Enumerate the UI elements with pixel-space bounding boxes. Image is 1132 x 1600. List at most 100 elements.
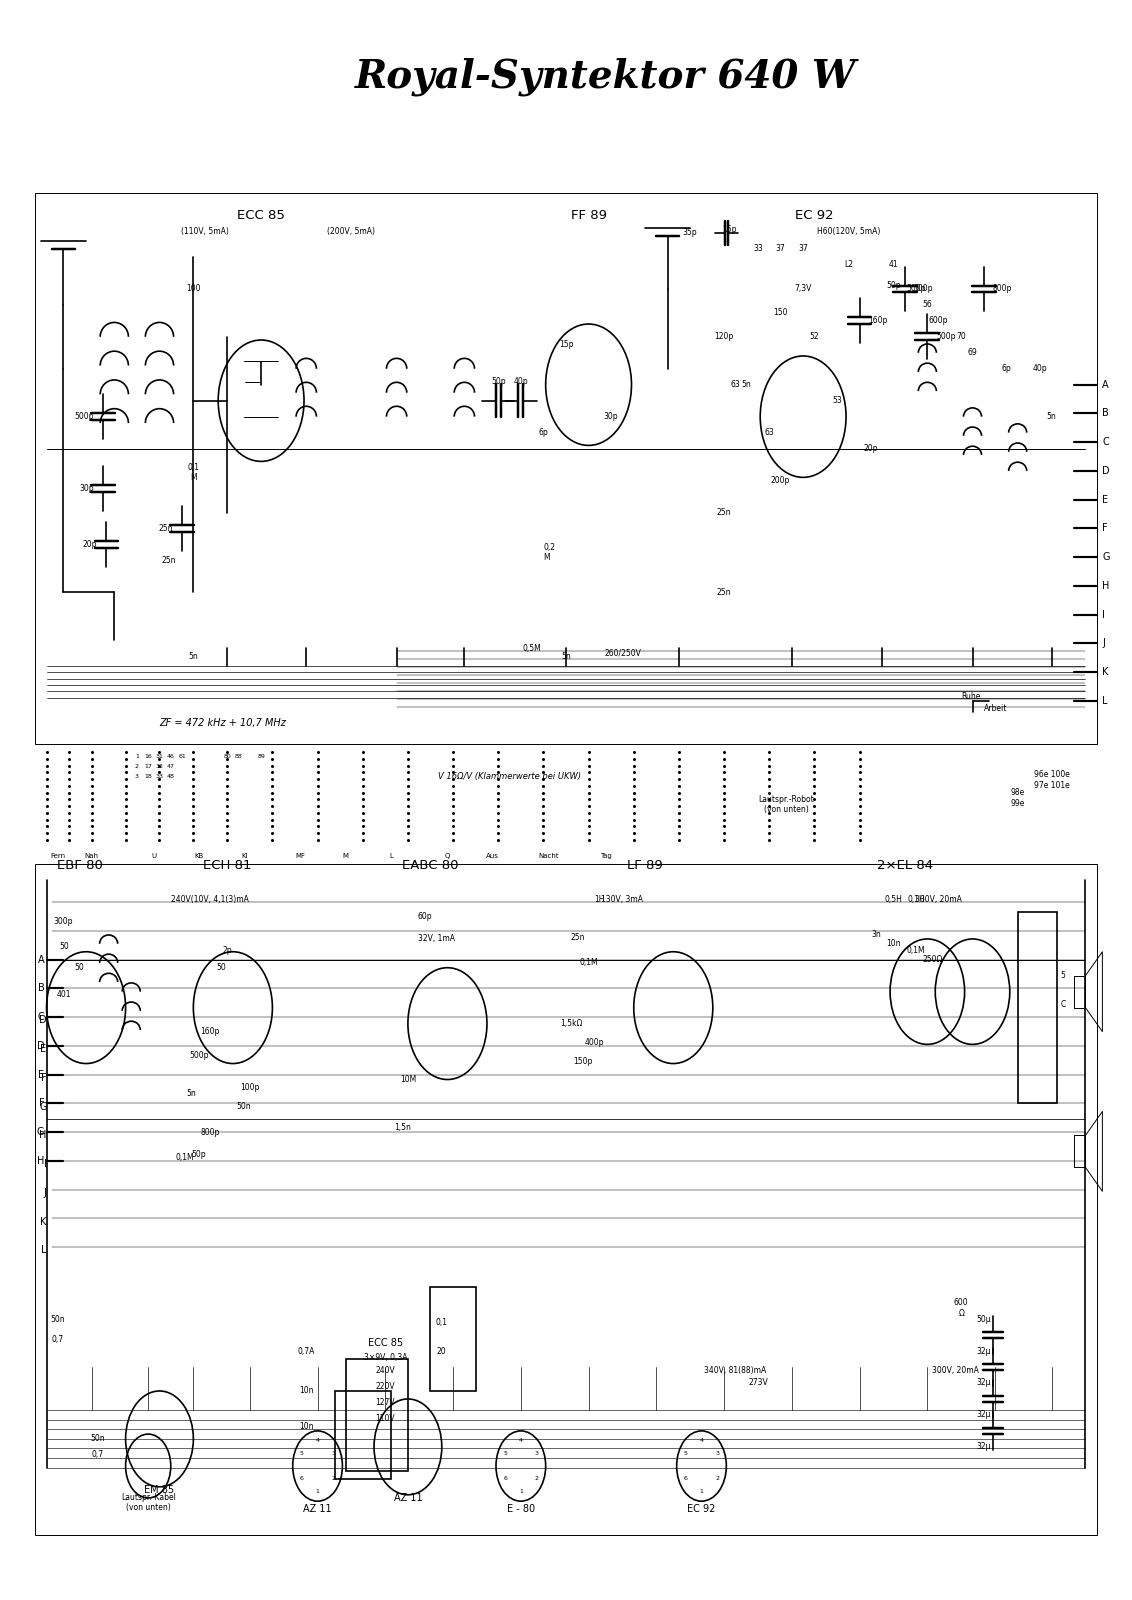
Text: G: G	[37, 1128, 44, 1138]
Bar	[430, 1286, 475, 1390]
Bar	[1018, 912, 1057, 1104]
Text: 25n: 25n	[571, 933, 584, 942]
Text: L: L	[389, 853, 393, 859]
Text: 80: 80	[223, 754, 231, 760]
Text: 160p: 160p	[868, 317, 887, 325]
Text: 6: 6	[684, 1477, 688, 1482]
Text: G: G	[1103, 552, 1109, 562]
Text: Tag: Tag	[600, 853, 611, 859]
Text: 1: 1	[518, 1490, 523, 1494]
Text: 6: 6	[300, 1477, 303, 1482]
Text: 53: 53	[832, 397, 842, 405]
Text: 1: 1	[135, 754, 139, 760]
Text: 120p: 120p	[714, 333, 734, 341]
Text: 250Ω: 250Ω	[923, 955, 943, 965]
Text: 10n: 10n	[299, 1422, 314, 1430]
Text: 2: 2	[534, 1477, 539, 1482]
Text: F: F	[1103, 523, 1108, 533]
Text: 2: 2	[332, 1477, 335, 1482]
Text: 37: 37	[798, 245, 808, 253]
Text: 150: 150	[773, 309, 788, 317]
Text: KI: KI	[241, 853, 248, 859]
Text: AZ 11: AZ 11	[303, 1504, 332, 1514]
Text: 3: 3	[715, 1451, 719, 1456]
Text: 2×EL 84: 2×EL 84	[876, 859, 933, 872]
Text: U: U	[152, 853, 156, 859]
Text: 31: 31	[155, 754, 163, 760]
Text: L: L	[41, 1245, 46, 1256]
Text: 1: 1	[700, 1490, 703, 1494]
Text: Nacht: Nacht	[539, 853, 559, 859]
Bar	[335, 1390, 391, 1478]
Text: 98e: 98e	[1011, 787, 1024, 797]
Text: Aus: Aus	[486, 853, 499, 859]
Text: 20: 20	[437, 1347, 447, 1355]
Text: I: I	[1103, 610, 1105, 619]
Text: 4: 4	[316, 1438, 319, 1443]
Text: I: I	[44, 1158, 46, 1170]
Text: L2: L2	[843, 261, 852, 269]
Text: 52: 52	[809, 333, 820, 341]
Text: 50: 50	[216, 963, 226, 973]
Text: 96e 100e: 96e 100e	[1034, 770, 1070, 779]
Text: 50: 50	[75, 963, 84, 973]
Text: 1H: 1H	[594, 894, 606, 904]
Text: 88: 88	[234, 754, 242, 760]
Text: 89: 89	[257, 754, 265, 760]
Text: 0,1
M: 0,1 M	[188, 462, 199, 482]
Text: 160p: 160p	[200, 1027, 220, 1037]
Text: 300p: 300p	[53, 917, 74, 926]
Text: 50p: 50p	[886, 282, 901, 290]
Text: 5n: 5n	[741, 381, 752, 389]
Text: L: L	[1103, 696, 1108, 706]
Text: 5n: 5n	[187, 1090, 196, 1098]
Text: 0,2
M: 0,2 M	[543, 542, 556, 562]
Text: 3: 3	[135, 773, 139, 779]
Text: 16: 16	[144, 754, 152, 760]
Text: 18: 18	[144, 773, 152, 779]
Text: 50p: 50p	[491, 378, 506, 386]
Text: 50n: 50n	[237, 1102, 251, 1110]
Text: 500p: 500p	[75, 413, 94, 421]
Text: 150p: 150p	[573, 1058, 593, 1067]
Text: V 16Ω/V (Klammerwerte bei UKW): V 16Ω/V (Klammerwerte bei UKW)	[438, 771, 581, 781]
Text: EC 92: EC 92	[687, 1504, 715, 1514]
Text: 2: 2	[135, 763, 139, 770]
Text: 41: 41	[889, 261, 899, 269]
Text: 99e: 99e	[1011, 798, 1024, 808]
Text: 5n: 5n	[561, 651, 571, 661]
Text: 63: 63	[730, 381, 740, 389]
Text: Fern: Fern	[50, 853, 66, 859]
Text: EC 92: EC 92	[795, 210, 834, 222]
Text: 70: 70	[957, 333, 966, 341]
Text: 5: 5	[300, 1451, 303, 1456]
Text: 30p: 30p	[603, 413, 618, 421]
Text: KB: KB	[195, 853, 204, 859]
Text: 25n: 25n	[717, 509, 731, 517]
Text: 50µ: 50µ	[977, 1315, 992, 1323]
Text: 37: 37	[775, 245, 786, 253]
Text: 273V: 273V	[748, 1379, 767, 1387]
Text: 35p: 35p	[683, 229, 697, 237]
Text: 15p: 15p	[722, 226, 737, 234]
Text: 32µ: 32µ	[977, 1411, 990, 1419]
Text: (200V, 5mA): (200V, 5mA)	[327, 227, 376, 235]
Text: 32: 32	[155, 763, 163, 770]
Text: 15p: 15p	[559, 341, 573, 349]
Text: 6p: 6p	[539, 429, 548, 437]
Text: 33: 33	[155, 773, 163, 779]
Text: ECC 85: ECC 85	[368, 1338, 403, 1349]
Text: Q: Q	[445, 853, 451, 859]
Text: B: B	[1103, 408, 1109, 419]
Text: Lautspr.-Robot
(von unten): Lautspr.-Robot (von unten)	[758, 795, 814, 814]
Text: F: F	[38, 1099, 44, 1109]
Text: H: H	[1103, 581, 1109, 590]
Text: EABC 80: EABC 80	[402, 859, 458, 872]
Text: F: F	[41, 1074, 46, 1083]
Text: 5: 5	[684, 1451, 688, 1456]
Text: 10M: 10M	[400, 1075, 417, 1085]
Text: 800p: 800p	[993, 285, 1012, 293]
Text: 63: 63	[764, 429, 774, 437]
Text: 32µ: 32µ	[977, 1379, 990, 1387]
Text: 200p: 200p	[771, 477, 790, 485]
